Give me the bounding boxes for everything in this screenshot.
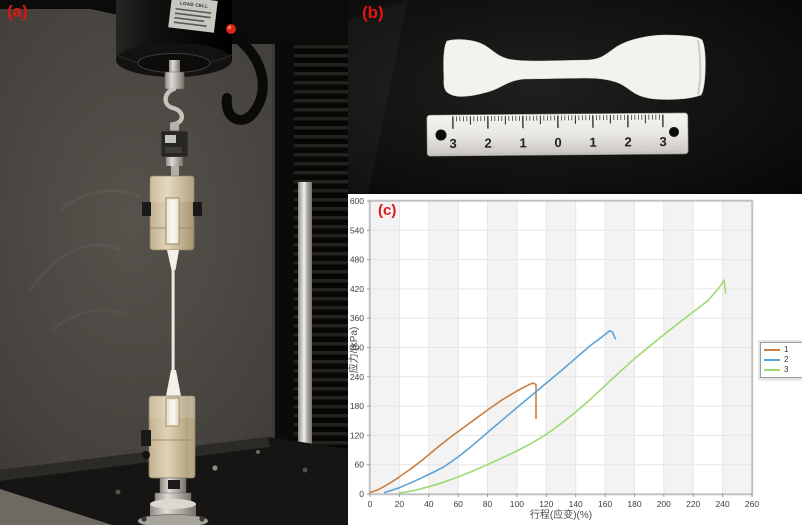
legend-swatch xyxy=(764,359,780,361)
load-cell-label: LOAD CELL xyxy=(180,0,209,8)
x-tick-labels: 0 20 40 60 80 100 120 140 160 180 200 220 240 260 xyxy=(368,494,759,509)
legend-label: 1 xyxy=(784,345,789,354)
ruler: 3 2 1 0 1 2 3 xyxy=(426,112,689,157)
series-line-2 xyxy=(383,330,617,494)
svg-text:60: 60 xyxy=(355,460,365,470)
legend-label: 3 xyxy=(784,365,789,374)
y-tick-labels: 0 60 120 180 240 300 360 420 480 540 600 xyxy=(350,196,370,499)
tensile-machine-illustration: LOAD CELL xyxy=(0,0,348,525)
svg-text:0: 0 xyxy=(554,135,561,150)
svg-text:40: 40 xyxy=(424,499,434,509)
ruler-ticks: 3 2 1 0 1 2 3 xyxy=(449,114,667,151)
chart-panel: 0 60 120 180 240 300 360 420 480 540 600 0 20 40 60 80 1… xyxy=(348,194,802,525)
svg-text:220: 220 xyxy=(686,499,700,509)
svg-text:260: 260 xyxy=(745,499,759,509)
stretched-specimen xyxy=(166,250,181,396)
lower-grip xyxy=(141,395,196,479)
svg-text:1: 1 xyxy=(589,135,596,150)
x-axis-title: 行程(应变)(%) xyxy=(530,508,592,521)
chart-plot-svg: 0 60 120 180 240 300 360 420 480 540 600 0 20 40 60 80 1… xyxy=(348,196,760,521)
machine-column xyxy=(272,0,348,525)
panel-a-label: (a) xyxy=(7,2,28,21)
svg-text:0: 0 xyxy=(368,499,373,509)
panel-a-photo: LOAD CELL xyxy=(0,0,348,525)
floor-wedge xyxy=(0,489,112,525)
load-cell-sticker: LOAD CELL xyxy=(168,0,218,33)
wall-scratches xyxy=(28,189,141,332)
svg-text:300: 300 xyxy=(350,343,364,353)
svg-text:2: 2 xyxy=(484,136,491,151)
svg-text:0: 0 xyxy=(359,489,364,499)
legend-item: 2 xyxy=(764,356,802,364)
svg-text:2: 2 xyxy=(624,134,631,149)
svg-text:600: 600 xyxy=(350,196,364,206)
legend-item: 1 xyxy=(764,346,802,354)
svg-text:60: 60 xyxy=(453,499,463,509)
svg-text:180: 180 xyxy=(627,499,641,509)
svg-text:420: 420 xyxy=(350,284,364,294)
load-cell-cable xyxy=(221,27,268,125)
hook-and-sensor xyxy=(160,60,189,178)
svg-text:80: 80 xyxy=(483,499,493,509)
upper-grip xyxy=(142,175,202,251)
s-hook xyxy=(163,86,185,127)
legend-item: 3 xyxy=(764,366,802,374)
y-axis-title: 应力/(kPa) xyxy=(348,327,360,374)
panel-b-photo: 3 2 1 0 1 2 3 (b) xyxy=(348,0,802,194)
svg-text:180: 180 xyxy=(350,401,364,411)
svg-text:360: 360 xyxy=(350,313,364,323)
svg-text:160: 160 xyxy=(598,499,612,509)
panel-b-label: (b) xyxy=(362,3,384,22)
svg-text:3: 3 xyxy=(449,136,456,151)
svg-text:200: 200 xyxy=(657,499,671,509)
svg-text:120: 120 xyxy=(539,499,553,509)
chart-generated: 0 60 120 180 240 300 360 420 480 540 600 0 20 40 60 80 1… xyxy=(350,196,760,509)
ruler-hole-right xyxy=(668,126,679,137)
ruler-hole-left xyxy=(435,129,447,141)
svg-text:240: 240 xyxy=(716,499,730,509)
panel-c-label: (c) xyxy=(378,202,397,219)
legend-label: 2 xyxy=(784,355,789,364)
dogbone-specimen xyxy=(443,34,706,100)
svg-text:240: 240 xyxy=(350,372,364,382)
legend-swatch xyxy=(764,369,780,371)
panel-b-background xyxy=(348,0,802,194)
red-indicator-dot xyxy=(226,24,236,34)
svg-text:540: 540 xyxy=(350,225,364,235)
specimen-ruler-illustration: 3 2 1 0 1 2 3 xyxy=(348,0,802,194)
svg-text:100: 100 xyxy=(510,499,524,509)
series-line-1 xyxy=(369,382,537,494)
svg-text:120: 120 xyxy=(350,430,364,440)
svg-text:480: 480 xyxy=(350,255,364,265)
base-mount xyxy=(137,477,209,525)
svg-text:3: 3 xyxy=(659,134,666,149)
svg-text:20: 20 xyxy=(395,499,405,509)
specimen-edge-crease xyxy=(697,39,702,96)
svg-text:1: 1 xyxy=(519,135,526,150)
series-line-3 xyxy=(398,279,727,494)
svg-text:140: 140 xyxy=(569,499,583,509)
legend-swatch xyxy=(764,349,780,351)
